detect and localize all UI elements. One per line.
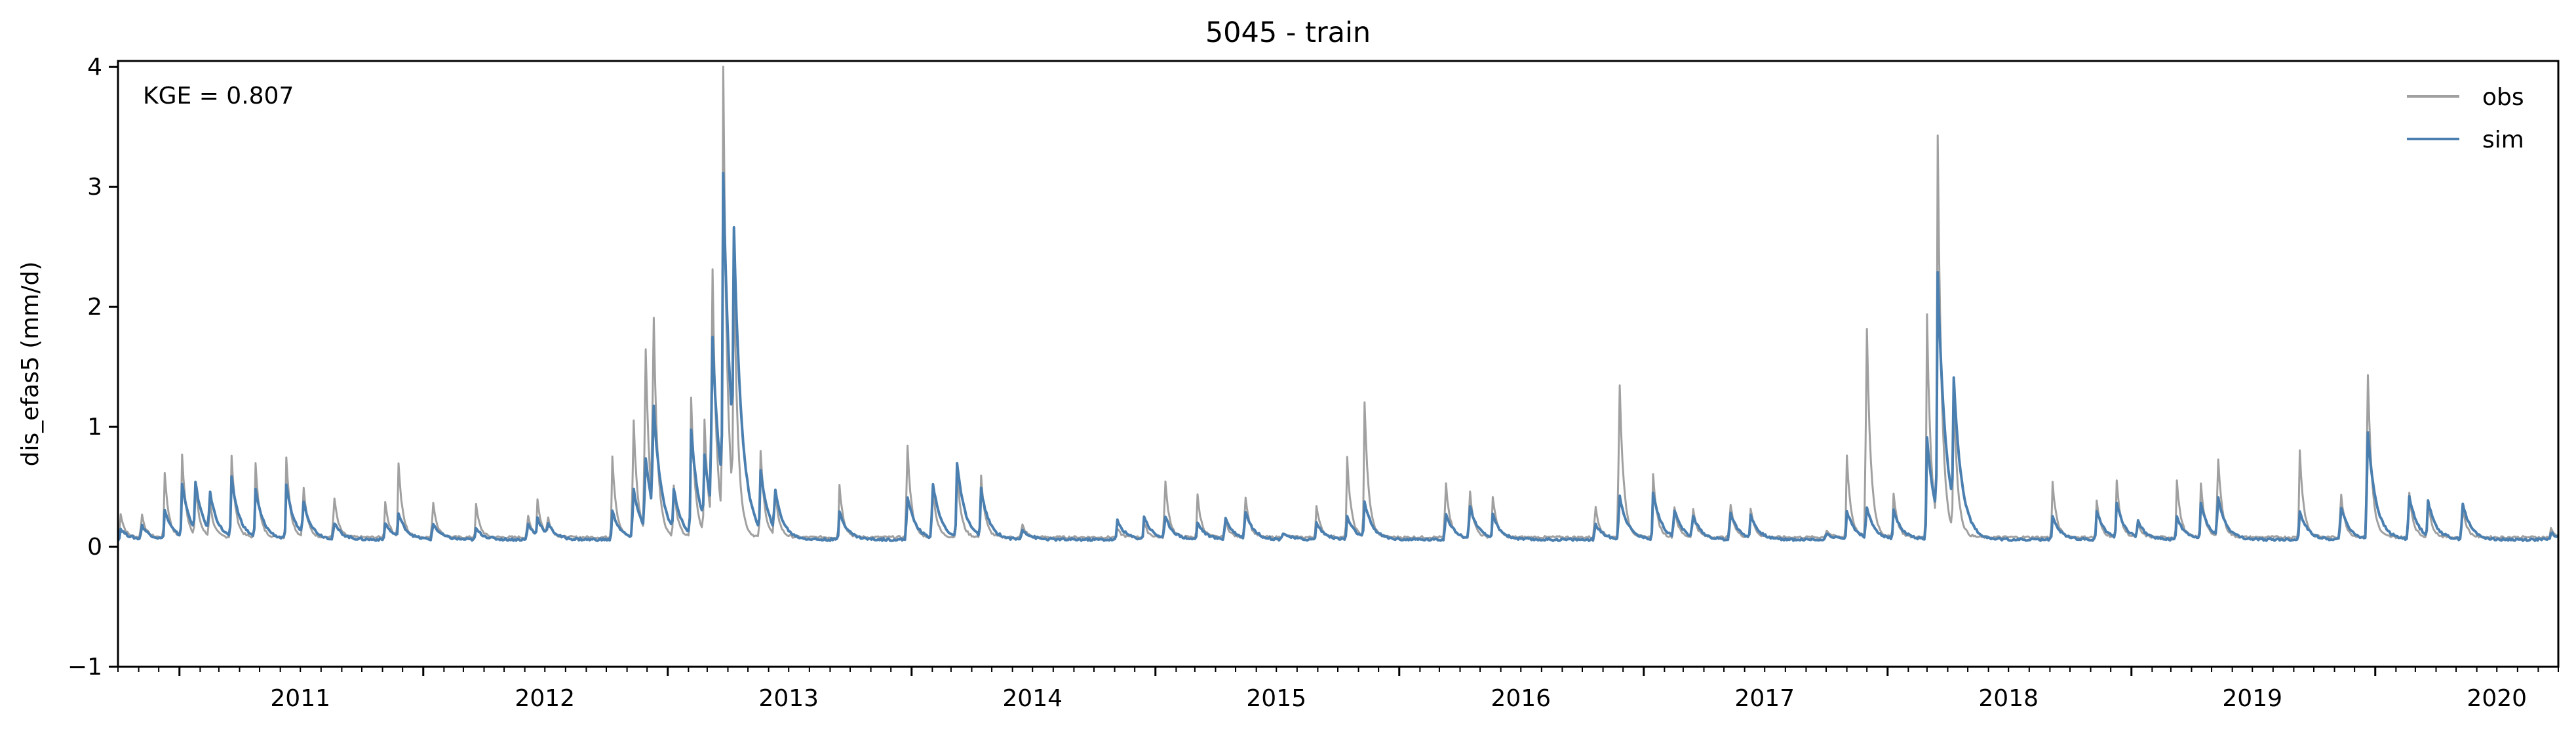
legend: obs sim xyxy=(2407,84,2524,153)
series-sim-line xyxy=(117,172,2559,542)
y-axis-label: dis_efas5 (mm/d) xyxy=(17,262,44,467)
x-tick-label: 2018 xyxy=(1978,685,2039,712)
y-tick-label: 4 xyxy=(87,54,102,81)
x-tick-label: 2014 xyxy=(1002,685,1063,712)
y-tick-label: 0 xyxy=(87,534,102,561)
series-layer xyxy=(117,66,2559,542)
x-tick-label: 2012 xyxy=(515,685,575,712)
x-tick-label: 2011 xyxy=(270,685,330,712)
kge-annotation: KGE = 0.807 xyxy=(143,83,294,109)
x-tick-label: 2015 xyxy=(1246,685,1306,712)
x-tick-label: 2019 xyxy=(2222,685,2282,712)
legend-obs-label: obs xyxy=(2482,84,2524,111)
x-tick-label: 2013 xyxy=(758,685,819,712)
y-tick-label: 3 xyxy=(87,174,102,201)
legend-sim-label: sim xyxy=(2482,127,2524,153)
axes-layer: −1 0 1 2 3 4 2011 2012 2013 2014 2015 2016 2017 2018 2… xyxy=(68,54,2560,712)
y-tick-label: 2 xyxy=(87,294,102,321)
y-tick-label: −1 xyxy=(68,654,102,681)
x-tick-label: 2017 xyxy=(1734,685,1795,712)
chart-title: 5045 - train xyxy=(1205,16,1371,49)
x-tick-label: 2016 xyxy=(1491,685,1551,712)
x-tick-label: 2020 xyxy=(2467,685,2527,712)
y-tick-label: 1 xyxy=(87,414,102,441)
